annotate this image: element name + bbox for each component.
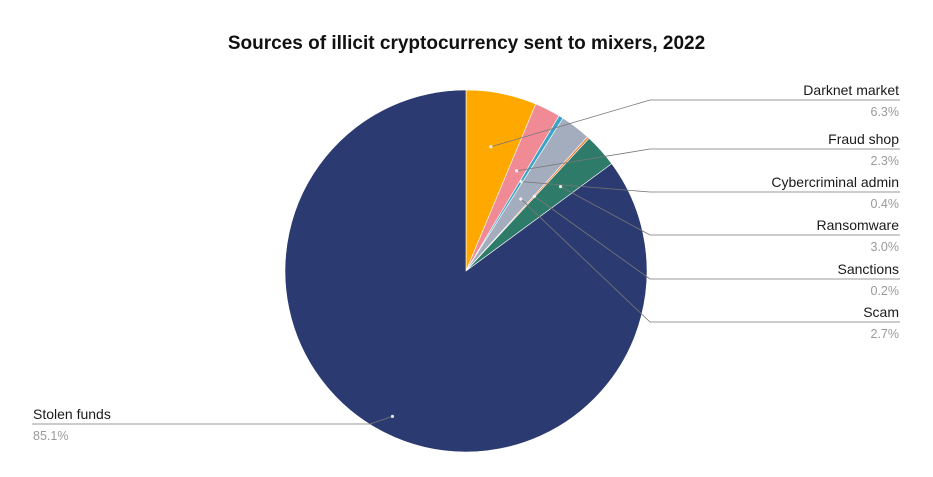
label-darknet-market: Darknet market [803, 82, 899, 98]
leader-line-sanctions [534, 195, 900, 280]
leader-line-stolen-funds [32, 415, 393, 425]
value-stolen-funds: 85.1% [33, 429, 68, 443]
leader-line-fraud-shop [516, 148, 900, 172]
anchor-dot-sanctions [532, 194, 537, 198]
leader-line-cybercriminal-admin [521, 181, 900, 193]
anchor-dot-ransomware [558, 185, 563, 189]
value-scam: 2.7% [871, 327, 900, 341]
value-fraud-shop: 2.3% [871, 154, 900, 168]
chart-title: Sources of illicit cryptocurrency sent t… [227, 33, 706, 54]
pie-slices [284, 89, 648, 453]
value-cybercriminal-admin: 0.4% [871, 197, 900, 211]
value-darknet-market: 6.3% [871, 105, 900, 119]
slice-labels: Darknet market 6.3% Fraud shop 2.3% Cybercri… [33, 82, 899, 443]
label-ransomware: Ransomware [817, 217, 900, 233]
label-fraud-shop: Fraud shop [828, 131, 899, 147]
value-ransomware: 3.0% [871, 240, 900, 254]
anchor-dot-stolen-funds [390, 414, 395, 418]
value-sanctions: 0.2% [871, 284, 900, 298]
anchor-dot-cybercriminal-admin [519, 180, 523, 184]
leader-line-darknet-market [490, 99, 900, 148]
anchor-dot-darknet-market [489, 145, 493, 149]
leader-lines [32, 99, 900, 425]
leader-line-scam [520, 198, 900, 323]
label-scam: Scam [863, 304, 899, 320]
anchor-dot-fraud-shop [515, 169, 519, 173]
anchor-dot-scam [519, 197, 523, 201]
label-stolen-funds: Stolen funds [33, 406, 111, 422]
leader-line-ransomware [560, 186, 900, 236]
slice-stolen-funds[interactable] [284, 89, 648, 453]
label-sanctions: Sanctions [838, 261, 899, 277]
label-cybercriminal-admin: Cybercriminal admin [771, 174, 899, 190]
